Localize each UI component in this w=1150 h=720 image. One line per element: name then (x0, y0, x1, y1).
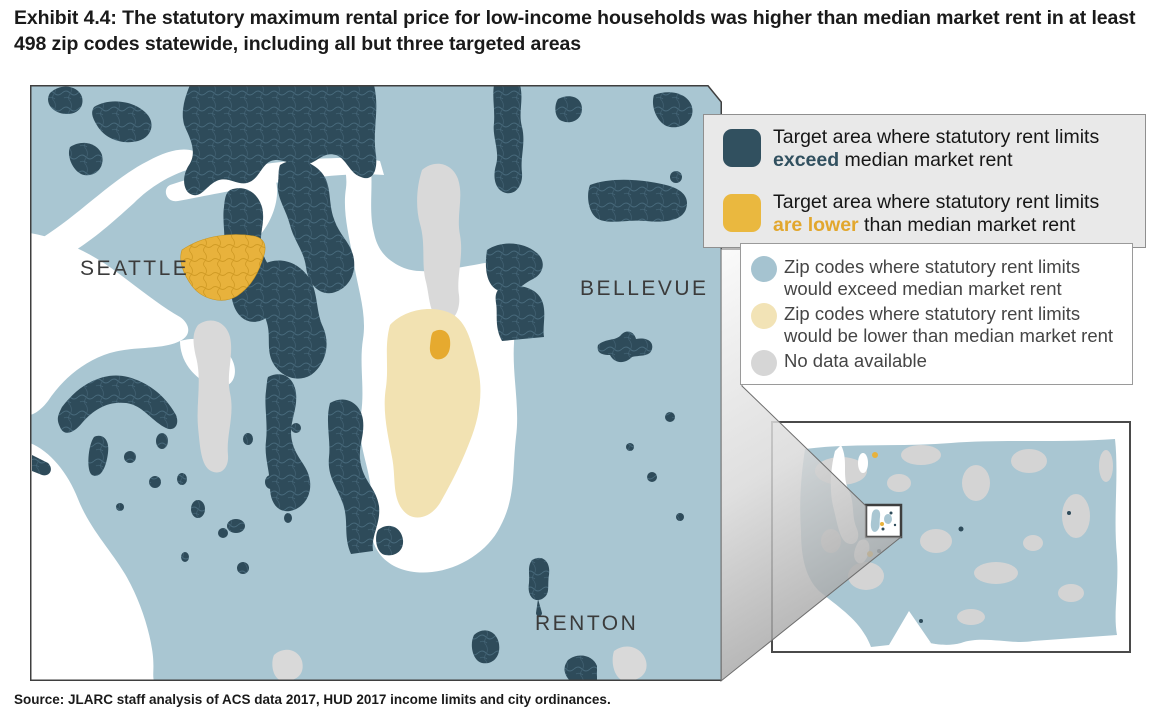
swatch-target-exceed (723, 129, 761, 167)
swatch-target-lower (723, 194, 761, 232)
legend-item-target-lower-label: Target area where statutory rent limits … (773, 191, 1100, 236)
legend-item-no-data-label: No data available (784, 350, 927, 371)
legend-item-target-lower: Target area where statutory rent limits … (723, 191, 1099, 237)
inset-state-map (771, 421, 1131, 653)
label-bellevue: BELLEVUE (580, 277, 709, 300)
map-target-gold-seattle (180, 234, 266, 301)
legend-target-areas: Target area where statutory rent limits … (703, 114, 1146, 248)
dot-zip-exceed (751, 256, 777, 282)
legend-zip-codes: Zip codes where statutory rent limits wo… (740, 243, 1133, 385)
source-note: Source: JLARC staff analysis of ACS data… (14, 692, 611, 707)
map-city-labels: SEATTLE BELLEVUE RENTON (80, 257, 709, 635)
legend-item-zip-lower: Zip codes where statutory rent limits wo… (751, 303, 1113, 347)
legend-item-zip-exceed-label: Zip codes where statutory rent limits wo… (784, 256, 1081, 299)
dot-zip-lower (751, 303, 777, 329)
exhibit-title: Exhibit 4.4: The statutory maximum renta… (14, 7, 1136, 55)
map-no-data-areas (193, 163, 647, 681)
label-seattle: SEATTLE (80, 257, 189, 280)
map-zip-lower-cream (384, 309, 481, 518)
main-map: SEATTLE BELLEVUE RENTON (30, 85, 722, 681)
legend-item-target-exceed-label: Target area where statutory rent limits … (773, 126, 1100, 171)
inset-focus-box (864, 503, 903, 539)
legend-item-zip-exceed: Zip codes where statutory rent limits wo… (751, 256, 1080, 300)
dot-no-data (751, 350, 777, 376)
legend-item-no-data: No data available (751, 350, 927, 376)
map-target-gold-small (429, 329, 451, 360)
label-renton: RENTON (535, 612, 638, 635)
legend-item-zip-lower-label: Zip codes where statutory rent limits wo… (784, 303, 1114, 346)
legend-item-target-exceed: Target area where statutory rent limits … (723, 126, 1099, 172)
map-target-dark-areas (32, 85, 693, 681)
